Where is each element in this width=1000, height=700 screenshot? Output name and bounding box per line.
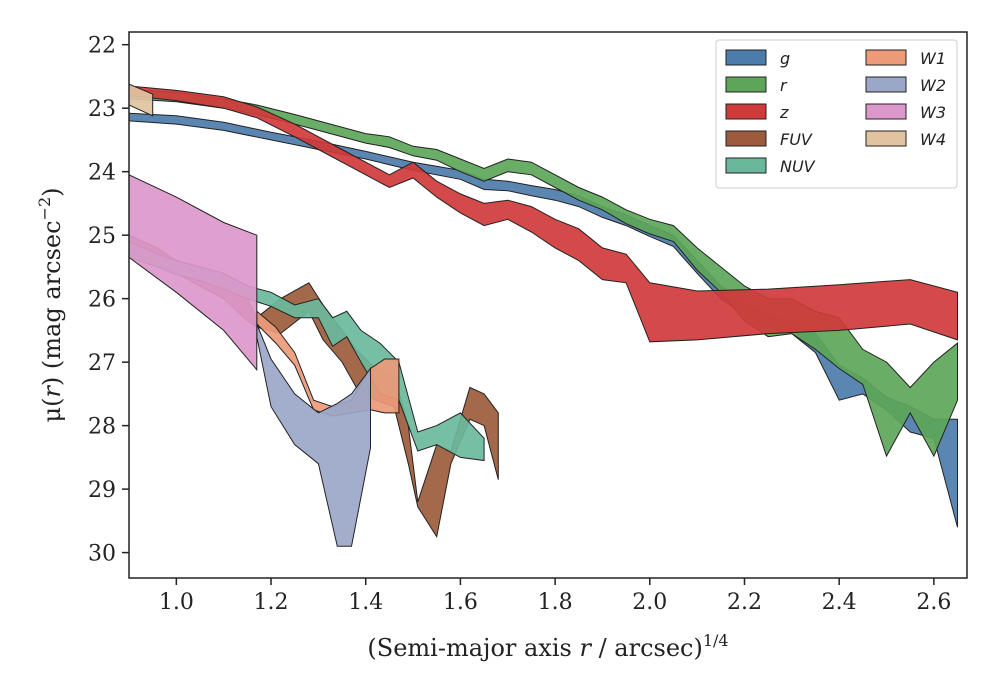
y-tick-label: 27 <box>88 351 116 376</box>
legend-label-w4: W4 <box>920 130 946 149</box>
y-axis: 22 23 24 25 26 27 28 29 30 <box>88 34 129 567</box>
legend-label-w2: W2 <box>920 76 946 95</box>
band-w2 <box>256 323 371 547</box>
legend-swatch-w1 <box>865 49 907 66</box>
y-axis-label: μ(r) (mag arcsec−2) <box>35 187 66 422</box>
x-tick-label: 2.2 <box>727 590 762 615</box>
legend-label-r: r <box>780 76 788 95</box>
x-tick-label: 1.8 <box>538 590 573 615</box>
band-w4 <box>129 83 154 117</box>
legend-swatch-z <box>725 103 767 120</box>
legend-label-w3: W3 <box>920 103 946 122</box>
legend-swatch-w2 <box>865 76 907 93</box>
y-tick-label: 22 <box>88 34 116 59</box>
legend-label-fuv: FUV <box>780 130 813 149</box>
plot-frame <box>128 31 968 579</box>
x-tick-label: 1.2 <box>254 590 289 615</box>
band-w3 <box>129 174 258 372</box>
x-axis: 1.0 1.2 1.4 1.6 1.8 2.0 2.2 2.4 2.6 <box>159 578 951 615</box>
x-axis-label: (Semi-major axis r / arcsec)1/4 <box>367 631 728 662</box>
y-tick-label: 30 <box>88 542 116 567</box>
x-tick-label: 1.6 <box>443 590 478 615</box>
x-tick-label: 2.4 <box>822 590 857 615</box>
x-tick-label: 2.6 <box>916 590 951 615</box>
legend-swatch-nuv <box>725 157 767 174</box>
legend-swatch-fuv <box>725 130 767 147</box>
band-z <box>129 85 958 343</box>
legend-label-nuv: NUV <box>780 157 816 176</box>
x-tick-label: 1.4 <box>348 590 383 615</box>
x-tick-label: 1.0 <box>159 590 194 615</box>
y-tick-label: 23 <box>88 97 116 122</box>
legend-label-g: g <box>780 49 790 68</box>
y-tick-label: 25 <box>88 224 116 249</box>
legend-swatch-w3 <box>865 103 907 120</box>
y-tick-label: 24 <box>88 161 116 186</box>
legend-swatch-r <box>725 76 767 93</box>
legend-swatch-w4 <box>865 130 907 147</box>
data-bands <box>129 83 958 547</box>
legend: grz FUV NUV W1 W2 W3 W4 <box>715 39 958 189</box>
band-g <box>129 112 958 528</box>
x-tick-label: 2.0 <box>632 590 667 615</box>
legend-label-w1: W1 <box>920 49 946 68</box>
legend-swatch-g <box>725 49 767 66</box>
band-r <box>129 88 958 458</box>
y-tick-label: 26 <box>88 288 116 313</box>
y-tick-label: 29 <box>88 478 116 503</box>
y-tick-label: 28 <box>88 415 116 440</box>
legend-label-z: z <box>779 103 789 122</box>
